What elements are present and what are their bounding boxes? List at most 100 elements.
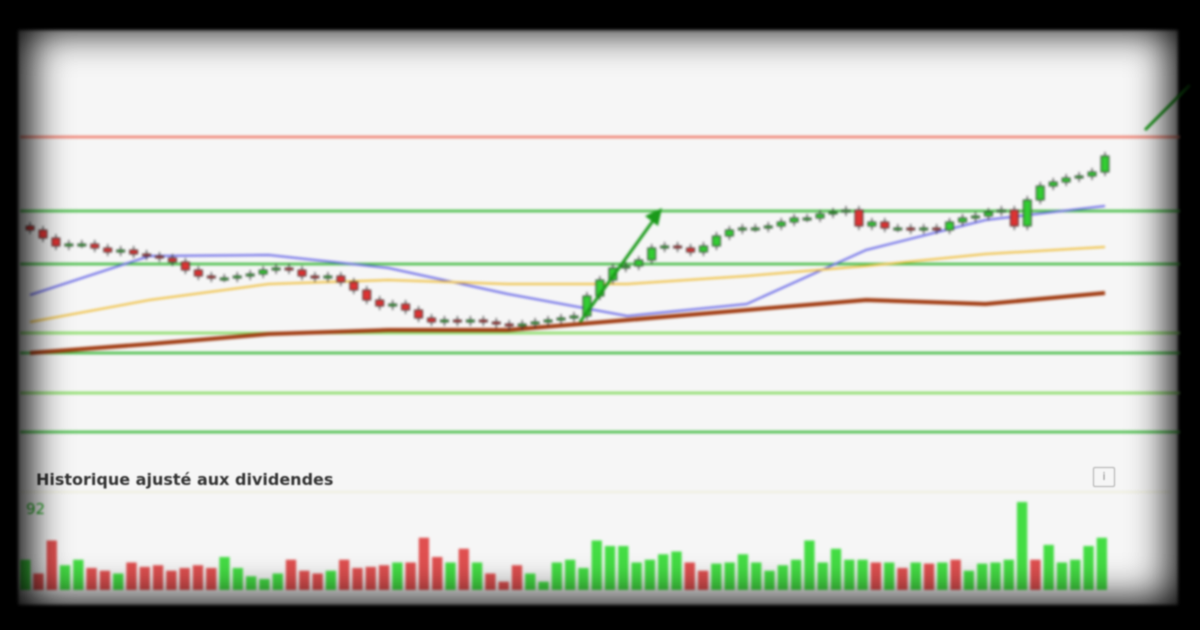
volume-bar [1083,546,1094,590]
candle [621,265,631,269]
volume-bar [525,573,536,590]
volume-bar [790,559,802,590]
candle [919,227,929,231]
volume-bar [152,565,164,590]
candle [854,209,864,227]
volume-bar [644,559,656,590]
moving-average-line [29,205,1106,318]
volume-bar [631,562,642,590]
candle [181,261,190,271]
volume-bar [1016,502,1028,590]
volume-bar [20,559,31,590]
volume-bar [192,565,204,590]
candle [673,245,682,249]
volume-bar [86,568,97,590]
volume-bar [245,576,257,590]
candle [401,303,411,311]
volume-bar [777,565,788,590]
volume-bar [485,573,496,590]
candle [543,319,553,323]
volume-bar [312,573,323,590]
candle [375,299,385,307]
candle [945,221,954,231]
volume-bar [724,562,735,590]
volume-bar [418,537,430,590]
volume-bar [884,562,895,590]
volume-bar [46,540,57,590]
volume-bar [817,562,828,590]
volume-bar [73,559,84,590]
volume-bar [658,554,669,590]
volume-bar [737,554,749,590]
candle [776,221,786,227]
volume-bar [325,570,337,590]
candle [750,227,760,231]
volume-value: 92 [26,500,46,518]
candle [453,319,462,323]
volume-bar [764,570,775,590]
volume-bar [844,559,855,590]
candle [25,225,35,231]
trend-arrow [1143,83,1192,132]
candle [504,323,514,327]
volume-bar [1030,559,1041,590]
candle [51,237,61,247]
volume-bar [591,540,602,590]
candle [996,209,1006,213]
candle [258,269,268,275]
candle [362,289,372,301]
candle [168,257,177,263]
volume-bar [711,563,722,590]
volume-bar [126,562,137,590]
volume-bar [963,570,975,590]
candle [880,221,890,229]
volume-bar [99,570,111,590]
candle [103,247,113,253]
volume-bar [113,573,124,590]
candle [427,317,436,323]
volume-bar [232,568,243,590]
candle [336,275,346,283]
candle [193,269,203,277]
volume-bar [684,562,695,590]
volume-bar [498,581,509,590]
candle [712,235,721,247]
volume-bar [830,548,842,590]
candle [155,255,164,259]
volume-bar [299,570,310,590]
candle [116,249,126,253]
moving-average-line [29,291,1106,355]
candle [440,319,449,323]
candle [1061,177,1071,183]
candle [349,281,359,291]
volume-bar [365,566,376,590]
candle [245,273,255,277]
info-button[interactable]: i [1093,467,1115,487]
volume-bar [751,562,762,590]
candle [971,215,980,219]
volume-bar [551,562,562,590]
candle [556,317,566,321]
candle [77,243,87,247]
volume-bar [339,559,350,590]
candle [1009,209,1019,227]
candle [142,253,151,257]
history-label: Historique ajusté aux dividendes [36,470,334,489]
volume-bar [671,551,682,590]
volume-bar [511,565,523,590]
candle [763,225,773,229]
candle [271,267,281,271]
volume-bar [392,562,403,590]
candle [984,211,993,217]
candle [867,221,877,227]
volume-bar [857,559,868,590]
volume-bar [910,562,921,590]
candle [129,249,139,255]
candle [893,227,903,231]
candle [297,269,307,277]
candle [414,309,423,319]
volume-bar [990,562,1001,590]
volume-bar [166,570,177,590]
volume-bar [697,570,709,590]
